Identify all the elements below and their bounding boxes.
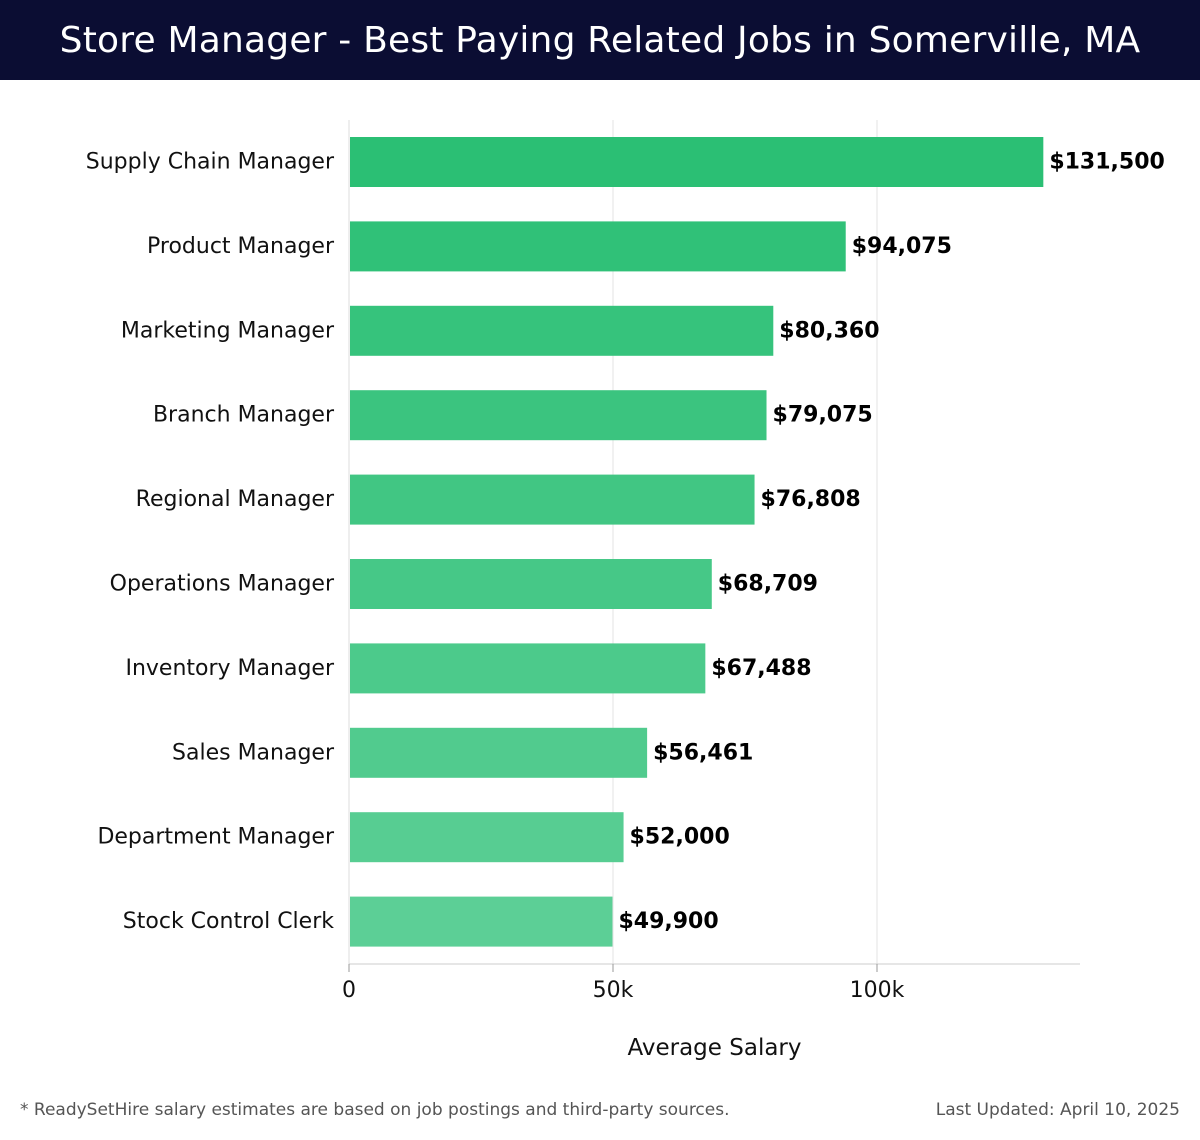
chart-title: Store Manager - Best Paying Related Jobs… [0,0,1200,80]
bar [350,137,1044,187]
x-tick-label: 100k [850,978,905,1003]
last-updated: Last Updated: April 10, 2025 [935,1100,1180,1120]
data-label: $131,500 [1049,150,1165,175]
x-tick-label: 50k [593,978,634,1003]
category-label: Inventory Manager [125,656,334,681]
category-label: Stock Control Clerk [123,909,334,934]
category-label: Regional Manager [136,487,335,512]
x-tick-label: 0 [342,978,356,1003]
bar [350,559,712,609]
bar [350,643,706,694]
data-label: $94,075 [852,234,952,259]
data-label: $79,075 [773,403,873,428]
category-label: Department Manager [97,825,335,850]
data-label: $56,461 [653,740,753,765]
category-label: Branch Manager [153,403,335,428]
category-label: Supply Chain Manager [86,150,335,175]
bar [350,390,767,441]
data-label: $49,900 [618,909,718,934]
footer-note: * ReadySetHire salary estimates are base… [20,1100,730,1120]
bar-chart: Supply Chain Manager $131,500 Product Mana… [86,120,1165,1061]
bar [350,812,624,863]
bar [350,305,774,356]
category-label: Marketing Manager [121,318,335,343]
bar [350,896,613,947]
data-label: $80,360 [779,318,879,343]
bar [350,727,648,778]
category-label: Operations Manager [110,572,335,597]
data-label: $68,709 [718,572,818,597]
bar [350,221,846,272]
category-label: Product Manager [147,234,335,259]
data-label: $67,488 [711,656,811,681]
category-label: Sales Manager [172,740,335,765]
x-axis-title: Average Salary [627,1035,801,1061]
data-label: $52,000 [630,825,730,850]
bar [350,474,755,525]
data-label: $76,808 [761,487,861,512]
